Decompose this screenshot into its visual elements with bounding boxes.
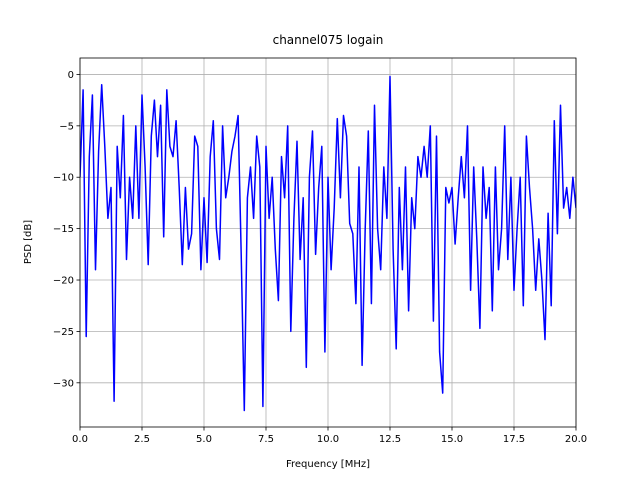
y-axis-label: PSD [dB]	[23, 220, 34, 264]
y-tick-label: −5	[59, 121, 74, 132]
y-tick-label: −25	[53, 327, 74, 338]
x-tick-label: 0.0	[72, 434, 88, 445]
x-tick-label: 17.5	[503, 434, 525, 445]
plot-frame	[79, 57, 577, 428]
x-tick-label: 2.5	[134, 434, 150, 445]
x-tick-label: 7.5	[258, 434, 274, 445]
x-tick-label: 15.0	[441, 434, 463, 445]
y-tick-label: −20	[53, 276, 74, 287]
y-tick-label: −30	[53, 378, 74, 389]
x-tick-label: 20.0	[565, 434, 587, 445]
x-axis-label: Frequency [MHz]	[286, 459, 370, 470]
y-tick-label: −15	[53, 224, 74, 235]
y-tick-label: 0	[68, 70, 74, 81]
x-tick-label: 5.0	[196, 434, 212, 445]
x-tick-label: 10.0	[317, 434, 339, 445]
y-tick-label: −10	[53, 173, 74, 184]
data-line	[80, 75, 576, 412]
x-tick-label: 12.5	[379, 434, 401, 445]
chart-title: channel075 logain	[273, 33, 384, 47]
